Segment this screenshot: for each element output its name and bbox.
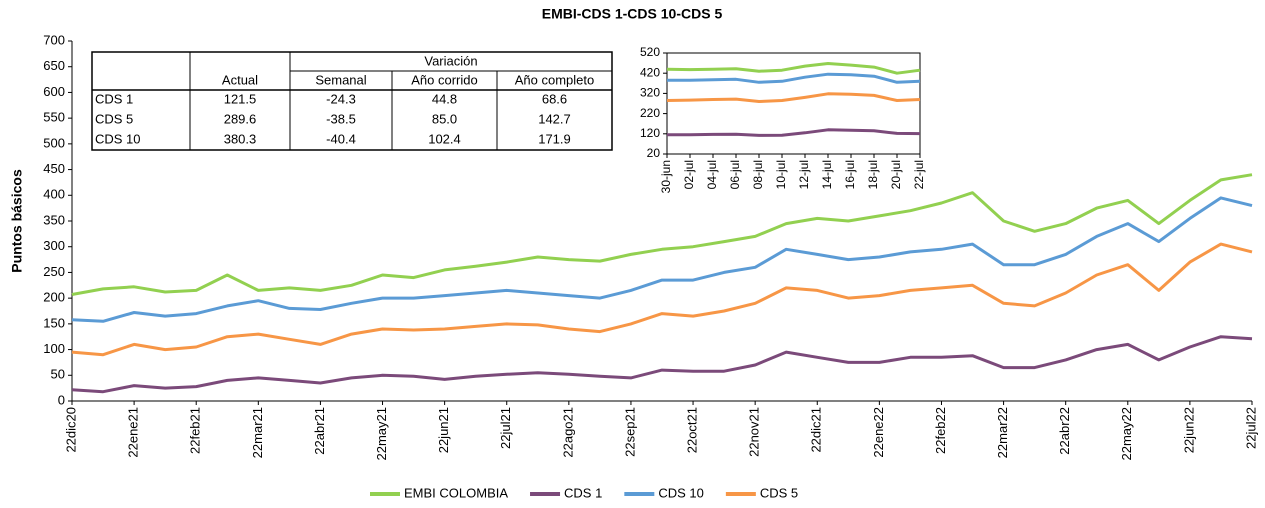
- legend-label: CDS 10: [658, 485, 704, 500]
- y-tick-label: 220: [640, 106, 660, 120]
- x-tick-label: 22feb22: [933, 407, 948, 454]
- table-cell: -40.4: [326, 131, 356, 146]
- legend-label: CDS 1: [564, 485, 602, 500]
- x-tick-label: 22mar21: [250, 407, 265, 458]
- x-tick-label: 22jun21: [436, 407, 451, 453]
- y-tick-label: 520: [640, 45, 660, 59]
- table-cell: 102.4: [428, 131, 461, 146]
- y-tick-label: 320: [640, 86, 660, 100]
- x-tick-label: 22may21: [374, 407, 389, 460]
- table-column-header: Semanal: [315, 72, 366, 87]
- legend-label: EMBI COLOMBIA: [404, 485, 508, 500]
- y-tick-label: 0: [58, 392, 65, 407]
- x-tick-label: 22oct21: [684, 407, 699, 453]
- y-tick-label: 400: [43, 187, 65, 202]
- x-tick-label: 22ene22: [871, 407, 886, 458]
- legend-label: CDS 5: [760, 485, 798, 500]
- table-cell: 289.6: [224, 111, 257, 126]
- y-tick-label: 100: [43, 341, 65, 356]
- table-group-header: Variación: [424, 53, 477, 68]
- x-tick-label: 22jun22: [1181, 407, 1196, 453]
- table-cell: 121.5: [224, 91, 257, 106]
- data-line: [71, 242, 1253, 357]
- table-column-header: Actual: [222, 72, 258, 87]
- y-tick-label: 420: [640, 65, 660, 79]
- x-tick-label: 20-jul: [889, 160, 903, 189]
- y-tick-label: 450: [43, 161, 65, 176]
- y-tick-label: 300: [43, 238, 65, 253]
- table-column-header: Año completo: [515, 72, 595, 87]
- data-line: [666, 92, 921, 103]
- y-tick-label: 350: [43, 212, 65, 227]
- y-tick-label: 600: [43, 84, 65, 99]
- data-line: [666, 62, 921, 75]
- data-line: [667, 72, 921, 84]
- table-cell: -38.5: [326, 111, 356, 126]
- x-tick-label: 22ene21: [126, 407, 141, 458]
- y-tick-label: 20: [647, 146, 661, 160]
- y-tick-label: 200: [43, 290, 65, 305]
- x-tick-label: 18-jul: [866, 160, 880, 189]
- x-tick-label: 14-jul: [820, 160, 834, 189]
- table-row-label: CDS 10: [95, 131, 141, 146]
- table-row-label: CDS 5: [95, 111, 133, 126]
- y-tick-label: 50: [51, 367, 65, 382]
- table-cell: 171.9: [538, 131, 571, 146]
- data-line: [71, 173, 1253, 296]
- table-cell: 68.6: [542, 91, 567, 106]
- x-tick-label: 22ago21: [560, 407, 575, 458]
- data-line: [667, 128, 921, 137]
- x-tick-label: 10-jul: [774, 160, 788, 189]
- y-tick-label: 500: [43, 135, 65, 150]
- x-tick-label: 16-jul: [843, 160, 857, 189]
- y-tick-label: 650: [43, 58, 65, 73]
- x-tick-label: 08-jul: [751, 160, 765, 189]
- table-column-header: Año corrido: [411, 72, 477, 87]
- table-frame: [91, 51, 613, 151]
- x-tick-label: 22abr22: [1057, 407, 1072, 455]
- x-tick-label: 04-jul: [705, 160, 719, 189]
- x-tick-label: 22abr21: [312, 407, 327, 455]
- x-tick-label: 22nov21: [747, 407, 762, 457]
- x-tick-label: 22-jul: [912, 160, 926, 189]
- table-cell: 85.0: [432, 111, 457, 126]
- table-row-label: CDS 1: [95, 91, 133, 106]
- x-tick-label: 22mar22: [995, 407, 1010, 458]
- table-cell: 380.3: [224, 131, 257, 146]
- x-tick-label: 22sep21: [622, 407, 637, 457]
- x-tick-label: 22dic21: [809, 407, 824, 453]
- table-cell: -24.3: [326, 91, 356, 106]
- x-tick-label: 22feb21: [188, 407, 203, 454]
- x-tick-label: 30-jun: [659, 160, 673, 193]
- y-tick-label: 120: [640, 126, 660, 140]
- table-cell: 142.7: [538, 111, 571, 126]
- data-line: [71, 196, 1253, 323]
- x-tick-label: 12-jul: [797, 160, 811, 189]
- data-line: [71, 335, 1253, 394]
- y-axis-label: Puntos básicos: [9, 169, 25, 273]
- x-tick-label: 22may22: [1119, 407, 1134, 460]
- chart-title: EMBI-CDS 1-CDS 10-CDS 5: [542, 6, 723, 22]
- table-cell: 44.8: [432, 91, 457, 106]
- y-tick-label: 550: [43, 110, 65, 125]
- y-tick-label: 700: [43, 32, 65, 47]
- y-tick-label: 250: [43, 264, 65, 279]
- x-tick-label: 22dic20: [63, 407, 78, 453]
- x-tick-label: 06-jul: [728, 160, 742, 189]
- x-tick-label: 22jul21: [498, 407, 513, 449]
- x-tick-label: 22jul22: [1243, 407, 1258, 449]
- x-tick-label: 02-jul: [682, 160, 696, 189]
- y-tick-label: 150: [43, 315, 65, 330]
